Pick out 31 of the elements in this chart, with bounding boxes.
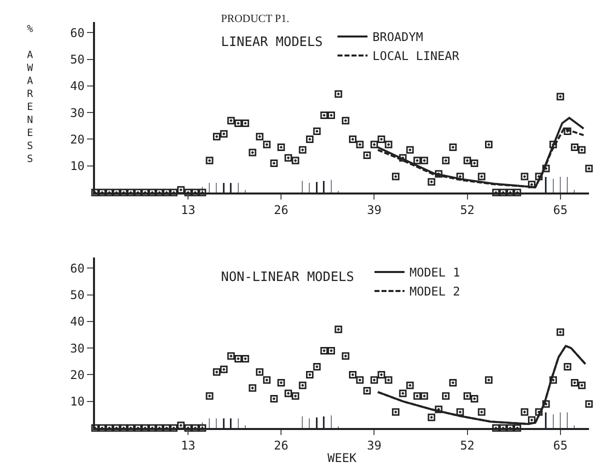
x-tick-label: 65 (553, 202, 568, 217)
y-tick-label: 60 (70, 26, 85, 40)
y-tick-label: 40 (70, 79, 85, 94)
y-tick-label: 30 (70, 106, 85, 120)
x-tick-label: 13 (180, 202, 196, 217)
legend-label: MODEL 1 (410, 266, 460, 280)
annotation: PRODUCT P1. (221, 13, 290, 25)
text: NON-LINEAR MODELS (221, 270, 354, 285)
x-tick-label: 13 (180, 438, 196, 452)
y-tick-label: 50 (70, 52, 85, 66)
text: LINEAR MODELS (221, 35, 323, 50)
y-tick-label: 40 (70, 314, 85, 329)
x-tick-label: 26 (274, 438, 288, 452)
x-tick-label: 39 (366, 438, 382, 452)
x-tick-label: 52 (460, 202, 475, 217)
x-tick-label: 52 (460, 438, 475, 452)
y-tick-label: 20 (70, 132, 85, 146)
text: % AWARENESS (27, 24, 34, 165)
x-tick-label: 65 (553, 438, 568, 452)
y-tick-label: 60 (70, 261, 85, 276)
x-axis-title: WEEK (328, 450, 358, 465)
legend-label: BROADYM (372, 30, 424, 44)
y-tick-label: 20 (70, 368, 85, 382)
y-tick-label: 10 (70, 394, 85, 409)
legend-label: LOCAL LINEAR (372, 49, 460, 64)
y-tick-label: 50 (70, 288, 85, 302)
x-tick-label: 26 (274, 202, 288, 217)
x-tick-label: 39 (366, 202, 382, 217)
legend-label: MODEL 2 (410, 284, 460, 299)
y-tick-label: 30 (70, 341, 85, 356)
y-tick-label: 10 (70, 159, 85, 174)
